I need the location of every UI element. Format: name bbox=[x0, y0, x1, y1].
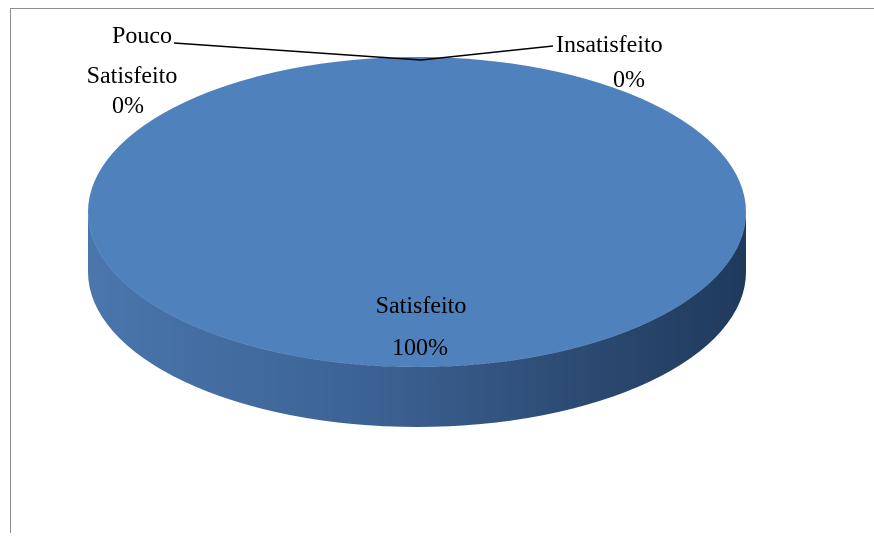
leader-line-pouco-satisfeito bbox=[173, 42, 422, 61]
data-label-satisfeito-value: 100% bbox=[392, 335, 448, 361]
data-label-insatisfeito-line1: Insatisfeito bbox=[556, 32, 663, 58]
pie-slice-satisfeito bbox=[88, 57, 746, 367]
leader-line-insatisfeito bbox=[420, 45, 554, 61]
data-label-pouco-line1: Pouco bbox=[112, 23, 172, 49]
data-label-insatisfeito-value: 0% bbox=[613, 67, 645, 93]
data-label-satisfeito-name: Satisfeito bbox=[376, 293, 467, 319]
data-label-pouco-line2: Satisfeito bbox=[87, 63, 178, 89]
data-label-pouco-value: 0% bbox=[112, 93, 144, 119]
pie-side-wall bbox=[88, 212, 746, 427]
